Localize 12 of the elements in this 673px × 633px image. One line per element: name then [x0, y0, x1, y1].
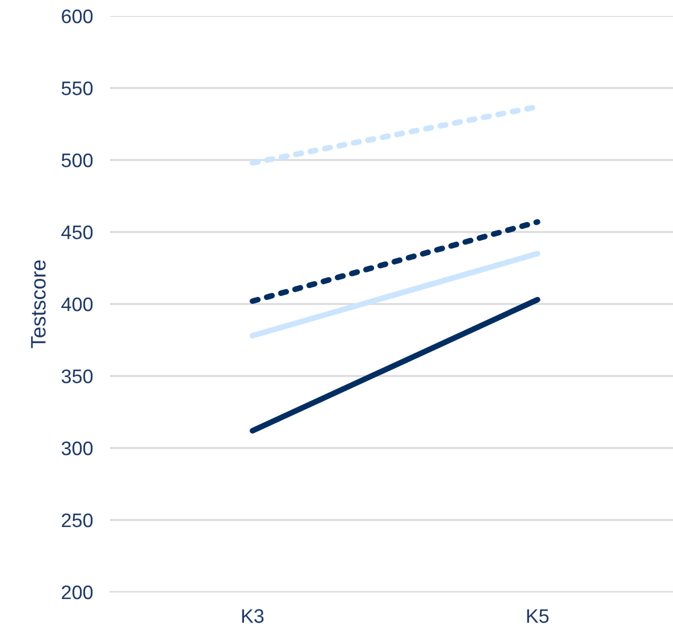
y-tick-label: 550: [62, 81, 93, 96]
y-tick-label: 600: [62, 9, 93, 24]
y-axis-title: Testscore: [31, 260, 46, 348]
x-tick-label: K5: [527, 609, 549, 623]
y-tick-label: 500: [62, 153, 93, 168]
y-tick-label: 350: [62, 369, 93, 384]
y-tick-label: 400: [61, 297, 93, 312]
y-tick-label: 300: [62, 441, 93, 456]
x-tick-label: K3: [242, 609, 264, 623]
y-tick-label: 450: [61, 225, 93, 240]
y-tick-label: 250: [62, 513, 93, 528]
y-tick-label: 200: [62, 585, 93, 600]
